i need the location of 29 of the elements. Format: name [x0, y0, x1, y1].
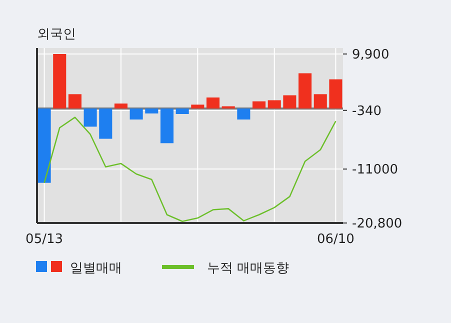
y-tick-label: -340 [352, 104, 382, 119]
x-tick-label: 06/10 [316, 232, 354, 247]
bar [283, 95, 296, 108]
bar [130, 108, 143, 120]
bar [160, 108, 174, 144]
bar [176, 108, 189, 114]
chart-title: 외국인 [37, 27, 76, 42]
bar [252, 101, 266, 108]
bar [99, 108, 112, 139]
bar [206, 97, 220, 108]
bar [68, 94, 82, 108]
y-tick-label: 9,900 [352, 48, 390, 63]
x-tick-label: 05/13 [26, 232, 64, 247]
y-tick-label: -20,800 [352, 216, 402, 232]
legend-label: 일별매매 [70, 261, 122, 276]
bar [314, 94, 327, 108]
bar [114, 104, 128, 108]
bar [53, 54, 66, 108]
bar [145, 108, 158, 114]
bar [191, 104, 204, 108]
y-tick-label: -11000 [352, 162, 398, 178]
bar [329, 79, 342, 108]
line-series [44, 116, 336, 222]
bar [84, 108, 97, 127]
bar [38, 108, 51, 183]
legend-label: 누적 매매동향 [207, 261, 290, 276]
bar [268, 100, 281, 108]
bar [298, 73, 312, 108]
bar [237, 108, 250, 120]
